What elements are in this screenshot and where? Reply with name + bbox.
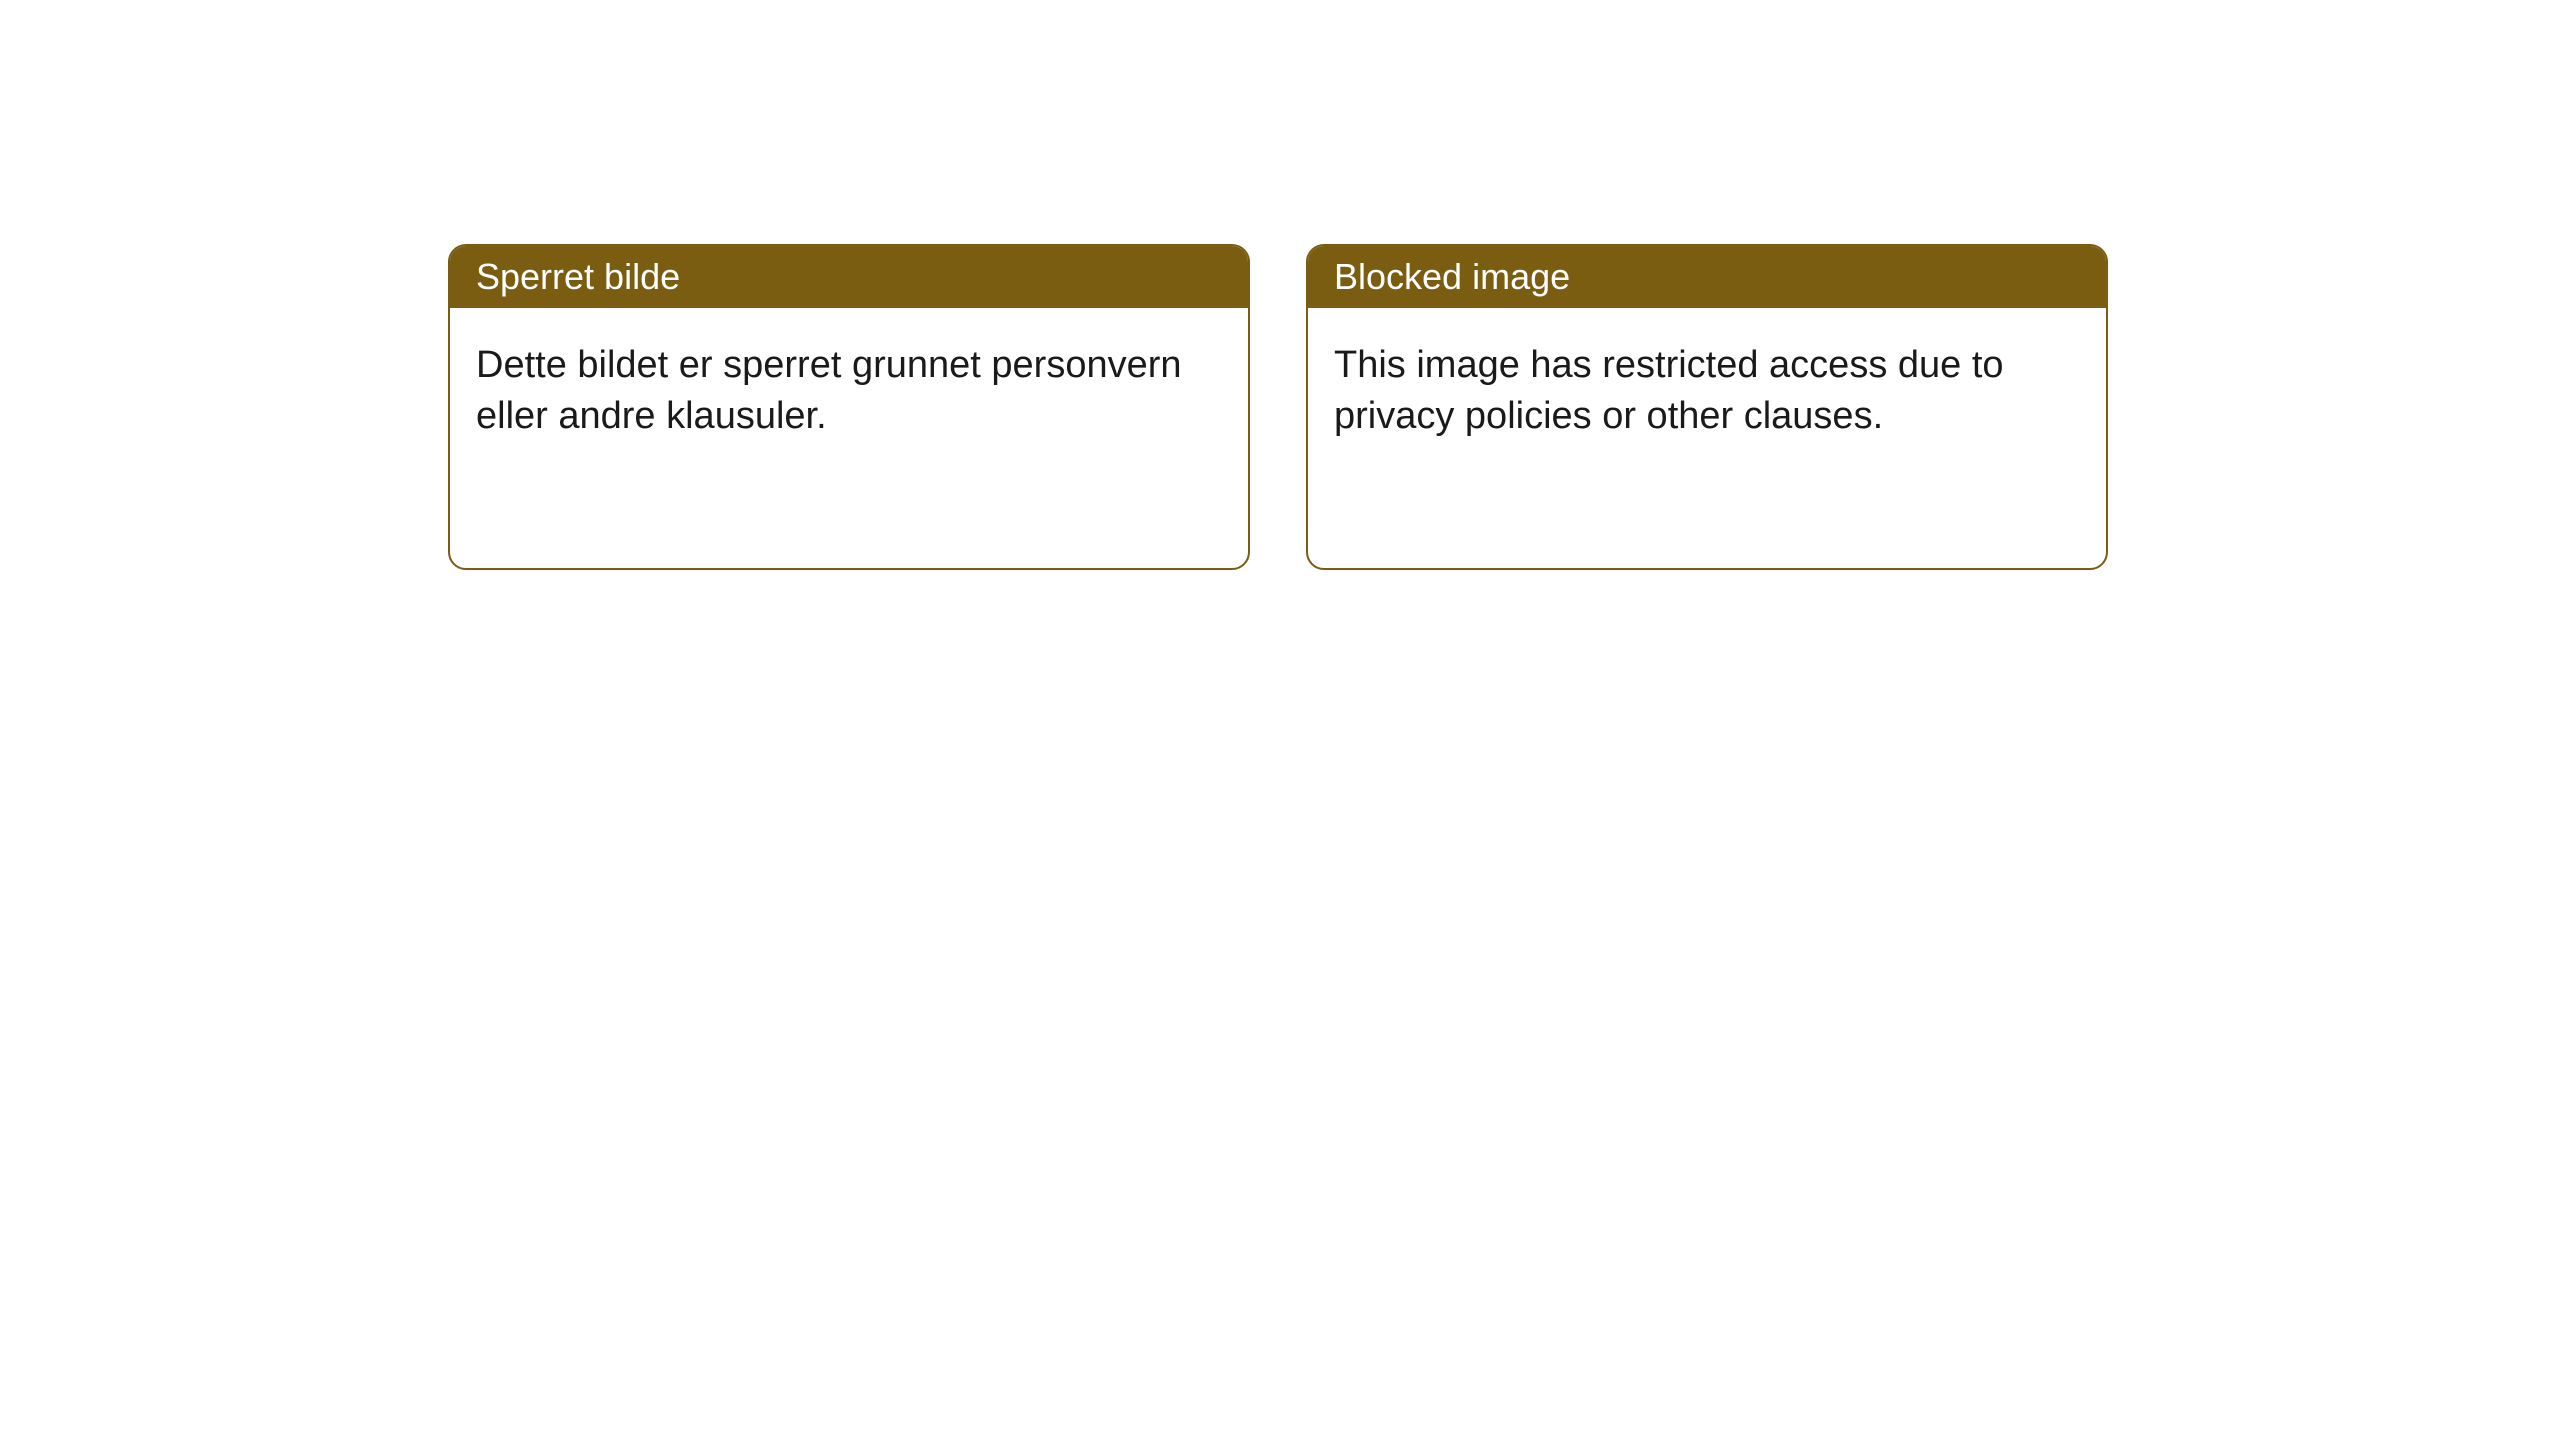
notice-body-english: This image has restricted access due to … (1308, 308, 2106, 568)
notice-body-norwegian: Dette bildet er sperret grunnet personve… (450, 308, 1248, 568)
notice-title-norwegian: Sperret bilde (450, 246, 1248, 308)
notice-title-english: Blocked image (1308, 246, 2106, 308)
notice-box-english: Blocked image This image has restricted … (1306, 244, 2108, 570)
notice-box-norwegian: Sperret bilde Dette bildet er sperret gr… (448, 244, 1250, 570)
notice-container: Sperret bilde Dette bildet er sperret gr… (0, 0, 2560, 570)
